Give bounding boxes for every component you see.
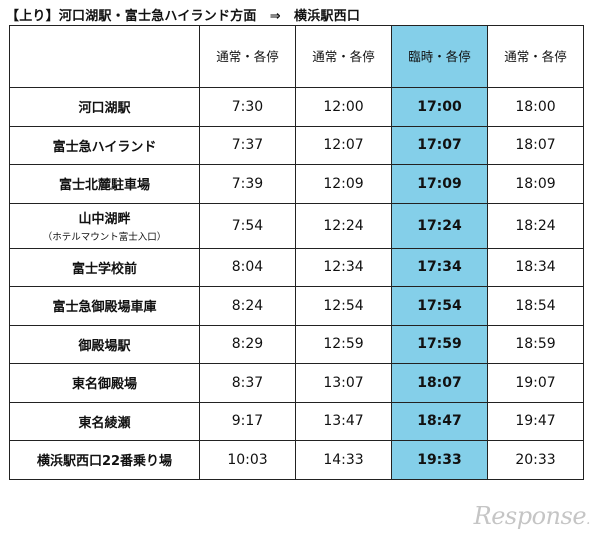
stop-subname: （ホテルマウント富士入口） <box>42 232 167 243</box>
special-departure-time: 17:54 <box>391 286 488 326</box>
timetable: 通常・各停 通常・各停 臨時・各停 通常・各停 河口湖駅 7:30 12:00 17:… <box>9 25 584 480</box>
stop-cell: 富士学校前 <box>9 247 200 287</box>
table-row: 御殿場駅 8:29 12:59 17:59 18:59 <box>9 324 584 364</box>
stop-cell: 山中湖畔 （ホテルマウント富士入口） <box>9 202 200 249</box>
stop-cell: 横浜駅西口22番乗り場 <box>9 440 200 480</box>
departure-time: 8:29 <box>199 324 296 364</box>
departure-time: 12:24 <box>295 202 392 249</box>
table-row: 富士北麓駐車場 7:39 12:09 17:09 18:09 <box>9 164 584 204</box>
special-departure-time: 17:07 <box>391 125 488 165</box>
special-departure-time: 18:47 <box>391 401 488 441</box>
departure-time: 12:34 <box>295 247 392 287</box>
departure-time: 18:00 <box>487 87 584 127</box>
column-header-special: 臨時・各停 <box>391 25 488 88</box>
table-row: 富士急ハイランド 7:37 12:07 17:07 18:07 <box>9 125 584 165</box>
header-corner <box>9 25 200 88</box>
stop-cell: 東名御殿場 <box>9 363 200 403</box>
departure-time: 18:34 <box>487 247 584 287</box>
stop-cell: 御殿場駅 <box>9 324 200 364</box>
special-departure-time: 17:24 <box>391 202 488 249</box>
departure-time: 13:07 <box>295 363 392 403</box>
stop-name: 東名綾瀬 <box>78 415 131 431</box>
column-header: 通常・各停 <box>487 25 584 88</box>
special-departure-time: 17:34 <box>391 247 488 287</box>
response-watermark-logo: Response. <box>473 502 591 530</box>
special-departure-time: 19:33 <box>391 440 488 480</box>
departure-time: 18:09 <box>487 164 584 204</box>
page-title: 【上り】河口湖駅・富士急ハイランド方面 ⇒ 横浜駅西口 <box>6 9 361 24</box>
departure-time: 12:09 <box>295 164 392 204</box>
departure-time: 8:37 <box>199 363 296 403</box>
departure-time: 12:59 <box>295 324 392 364</box>
departure-time: 7:37 <box>199 125 296 165</box>
departure-time: 13:47 <box>295 401 392 441</box>
table-row: 河口湖駅 7:30 12:00 17:00 18:00 <box>9 87 584 127</box>
table-row: 東名綾瀬 9:17 13:47 18:47 19:47 <box>9 401 584 441</box>
stop-name: 富士学校前 <box>71 261 137 277</box>
departure-time: 18:54 <box>487 286 584 326</box>
stop-name: 富士急ハイランド <box>52 139 157 155</box>
departure-time: 8:04 <box>199 247 296 287</box>
special-departure-time: 17:00 <box>391 87 488 127</box>
stop-name: 富士北麓駐車場 <box>58 178 150 194</box>
departure-time: 12:54 <box>295 286 392 326</box>
table-row: 山中湖畔 （ホテルマウント富士入口） 7:54 12:24 17:24 18:24 <box>9 202 584 249</box>
stop-cell: 河口湖駅 <box>9 87 200 127</box>
column-header: 通常・各停 <box>199 25 296 88</box>
departure-time: 14:33 <box>295 440 392 480</box>
departure-time: 19:07 <box>487 363 584 403</box>
stop-name: 御殿場駅 <box>78 338 131 354</box>
table-row: 富士学校前 8:04 12:34 17:34 18:34 <box>9 247 584 287</box>
departure-time: 12:00 <box>295 87 392 127</box>
departure-time: 19:47 <box>487 401 584 441</box>
table-row: 東名御殿場 8:37 13:07 18:07 19:07 <box>9 363 584 403</box>
special-departure-time: 18:07 <box>391 363 488 403</box>
departure-time: 18:59 <box>487 324 584 364</box>
column-header: 通常・各停 <box>295 25 392 88</box>
departure-time: 18:24 <box>487 202 584 249</box>
departure-time: 18:07 <box>487 125 584 165</box>
table-row: 富士急御殿場車庫 8:24 12:54 17:54 18:54 <box>9 286 584 326</box>
special-departure-time: 17:09 <box>391 164 488 204</box>
departure-time: 9:17 <box>199 401 296 441</box>
departure-time: 8:24 <box>199 286 296 326</box>
stop-cell: 富士北麓駐車場 <box>9 164 200 204</box>
departure-time: 12:07 <box>295 125 392 165</box>
stop-name: 横浜駅西口22番乗り場 <box>36 454 173 470</box>
departure-time: 20:33 <box>487 440 584 480</box>
stop-cell: 富士急御殿場車庫 <box>9 286 200 326</box>
stop-name: 河口湖駅 <box>78 101 131 117</box>
departure-time: 10:03 <box>199 440 296 480</box>
stop-cell: 富士急ハイランド <box>9 125 200 165</box>
departure-time: 7:54 <box>199 202 296 249</box>
special-departure-time: 17:59 <box>391 324 488 364</box>
stop-name: 山中湖畔 <box>78 212 131 227</box>
departure-time: 7:39 <box>199 164 296 204</box>
table-row: 横浜駅西口22番乗り場 10:03 14:33 19:33 20:33 <box>9 440 584 480</box>
header-row: 通常・各停 通常・各停 臨時・各停 通常・各停 <box>9 25 584 88</box>
stop-name: 東名御殿場 <box>71 377 137 393</box>
stop-name: 富士急御殿場車庫 <box>52 300 157 316</box>
stop-cell: 東名綾瀬 <box>9 401 200 441</box>
departure-time: 7:30 <box>199 87 296 127</box>
